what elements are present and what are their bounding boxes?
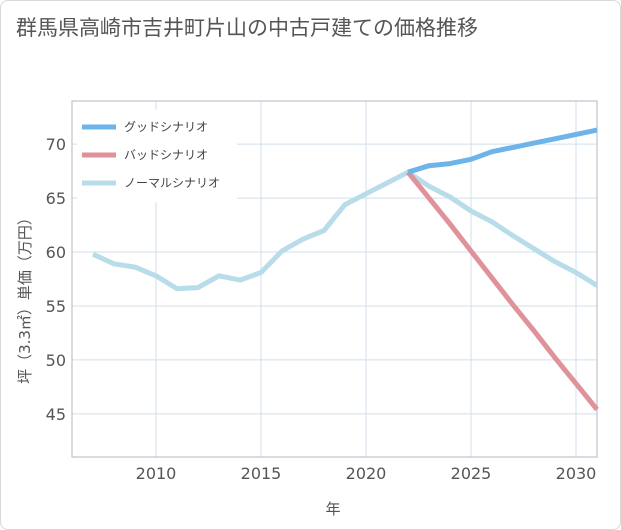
series-line-0: [407, 127, 598, 175]
x-tick-label: 2025: [451, 464, 492, 483]
y-axis-title: 坪（3.3㎡）単価（万円）: [16, 210, 34, 384]
y-tick-label: 70: [46, 135, 66, 154]
x-axis-title: 年: [325, 500, 340, 518]
series-lines: [91, 127, 599, 412]
y-tick-label: 55: [46, 297, 66, 316]
chart-title: 群馬県高崎市吉井町片山の中古戸建ての価格推移: [16, 16, 478, 40]
x-axis-ticks: 2010 2015 2020 2025 2030: [136, 464, 597, 483]
y-tick-label: 60: [46, 243, 66, 262]
x-tick-label: 2030: [556, 464, 597, 483]
x-tick-label: 2020: [346, 464, 387, 483]
y-tick-label: 65: [46, 189, 66, 208]
series-line-2: [91, 169, 599, 292]
x-tick-label: 2010: [136, 464, 177, 483]
legend-label-2: ノーマルシナリオ: [124, 176, 220, 190]
series-line-1: [406, 170, 599, 412]
y-axis-ticks: 45 50 55 60 65 70: [46, 135, 66, 424]
y-tick-label: 45: [46, 405, 66, 424]
plot-border: [71, 100, 598, 458]
x-tick-label: 2015: [241, 464, 282, 483]
y-tick-label: 50: [46, 351, 66, 370]
legend-label-0: グッドシナリオ: [124, 120, 208, 134]
legend-label-1: バッドシナリオ: [124, 148, 208, 162]
